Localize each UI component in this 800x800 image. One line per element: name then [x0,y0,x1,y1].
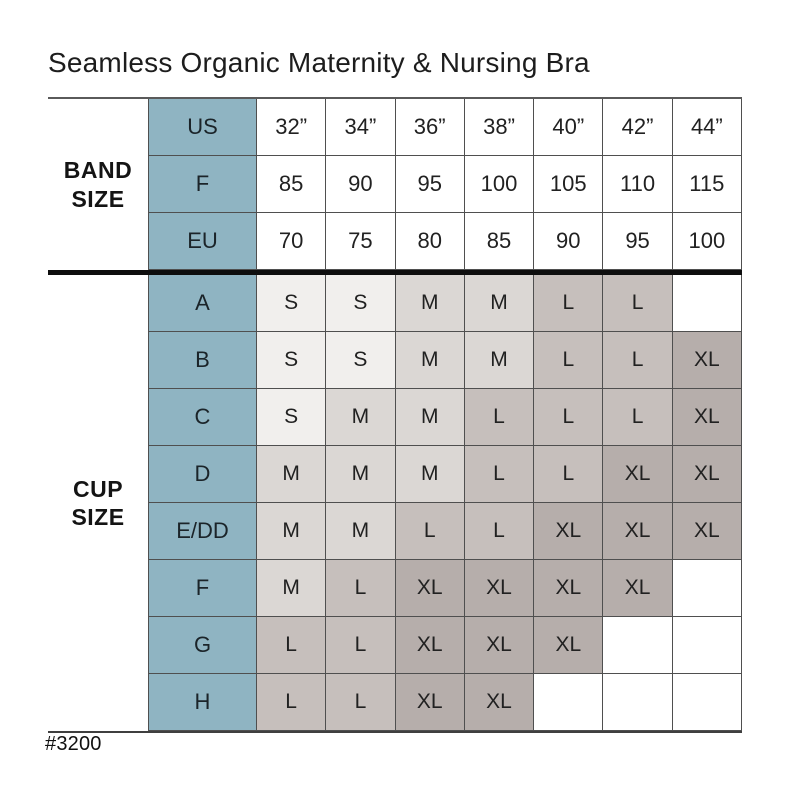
size-cell: M [395,332,465,389]
size-cell: XL [395,617,465,674]
size-cell: M [257,503,327,560]
product-style-number: #3200 [45,733,102,755]
size-cell: M [395,446,465,503]
size-cell: L [464,446,535,503]
size-cell: 85 [257,156,327,213]
size-cell: 100 [672,213,742,270]
page-title: Seamless Organic Maternity & Nursing Bra [48,47,590,78]
row-label-eu: EU [148,213,257,270]
size-cell: 100 [464,156,535,213]
size-cell: XL [672,503,742,560]
row-label-h: H [148,674,257,731]
size-cell: 36” [395,99,465,156]
size-cell: XL [603,503,673,560]
size-cell: L [603,332,673,389]
size-cell: 115 [672,156,742,213]
size-cell: XL [464,560,535,617]
row-label-b: B [148,332,257,389]
size-cell [672,560,742,617]
size-cell: L [257,674,327,731]
size-cell: XL [603,446,673,503]
size-cell [672,275,742,332]
size-cell: M [326,446,396,503]
size-cell: 80 [395,213,465,270]
size-cell: XL [464,674,535,731]
size-cell: M [395,389,465,446]
size-cell: L [257,617,327,674]
size-cell: 44” [672,99,742,156]
size-cell: L [326,617,396,674]
group-label-band-size: BAND SIZE [48,99,148,270]
size-cell: 105 [534,156,604,213]
size-cell: XL [672,446,742,503]
size-cell: M [326,389,396,446]
size-cell [603,674,673,731]
size-cell: XL [603,560,673,617]
size-cell: M [257,446,327,503]
group-label-cup-size: CUP SIZE [48,275,148,731]
size-cell: 42” [603,99,673,156]
size-cell: M [395,275,465,332]
row-label-f: F [148,560,257,617]
size-cell [672,617,742,674]
size-cell: L [534,332,604,389]
size-cell: L [534,389,604,446]
size-cell: 38” [464,99,535,156]
row-label-e-dd: E/DD [148,503,257,560]
section-divider [48,270,742,275]
size-cell: M [257,560,327,617]
size-cell: XL [534,617,604,674]
size-cell: M [326,503,396,560]
size-cell: S [326,275,396,332]
size-cell: 75 [326,213,396,270]
size-cell: L [603,275,673,332]
size-cell: 70 [257,213,327,270]
size-cell: L [534,446,604,503]
row-label-c: C [148,389,257,446]
size-cell [603,617,673,674]
size-cell: L [603,389,673,446]
size-cell: XL [672,389,742,446]
size-cell: 40” [534,99,604,156]
size-cell: XL [395,674,465,731]
size-cell: L [395,503,465,560]
size-cell: S [326,332,396,389]
size-cell: S [257,389,327,446]
size-cell: 95 [603,213,673,270]
size-cell: S [257,332,327,389]
size-cell: L [534,275,604,332]
size-cell [672,674,742,731]
size-cell: 95 [395,156,465,213]
size-cell: L [464,503,535,560]
size-cell: XL [534,560,604,617]
row-label-f: F [148,156,257,213]
size-cell: 110 [603,156,673,213]
size-cell: 32” [257,99,327,156]
size-cell: 90 [326,156,396,213]
size-chart-table: BAND SIZE US 32” 34” 36” 38” 40” 42” 44” F 85 90 95 10… [48,97,742,733]
size-cell: M [464,332,535,389]
size-cell: M [464,275,535,332]
size-cell: S [257,275,327,332]
row-label-a: A [148,275,257,332]
size-cell: L [464,389,535,446]
size-cell: 85 [464,213,535,270]
row-label-d: D [148,446,257,503]
row-label-g: G [148,617,257,674]
size-cell [534,674,604,731]
size-cell: XL [395,560,465,617]
size-cell: L [326,674,396,731]
size-cell: XL [534,503,604,560]
size-cell: L [326,560,396,617]
size-cell: 90 [534,213,604,270]
size-cell: 34” [326,99,396,156]
size-cell: XL [464,617,535,674]
row-label-us: US [148,99,257,156]
size-cell: XL [672,332,742,389]
